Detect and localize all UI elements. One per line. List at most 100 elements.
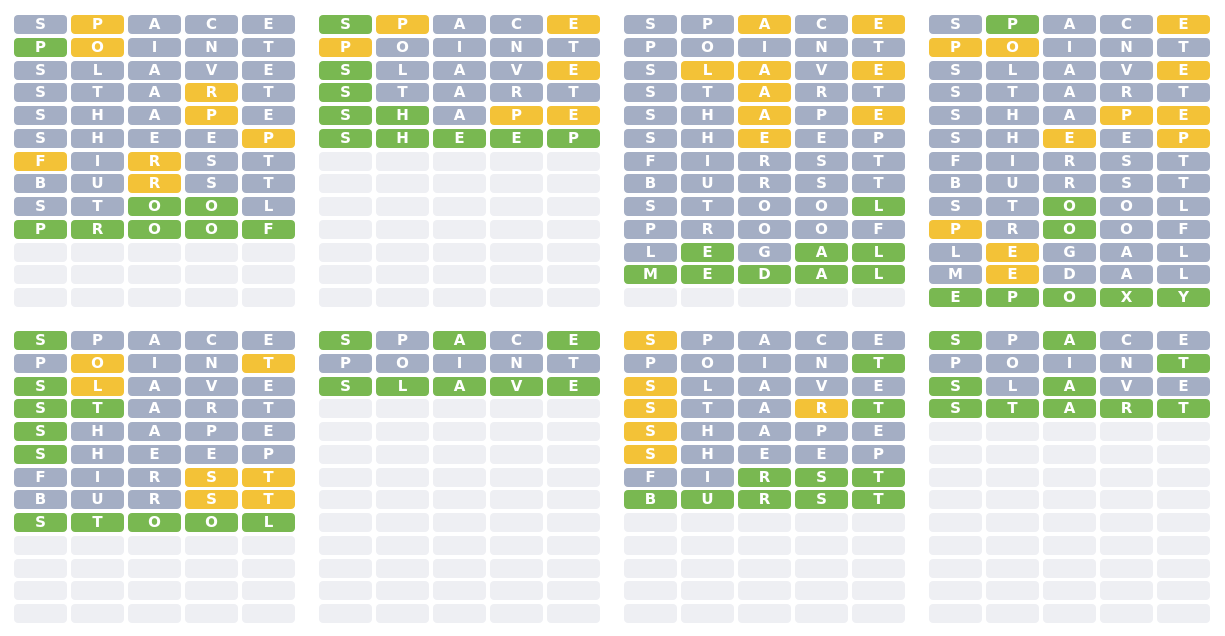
empty-tile	[547, 197, 600, 216]
empty-tile	[433, 288, 486, 307]
letter-tile-absent: A	[433, 15, 486, 34]
empty-tile	[681, 604, 734, 623]
empty-tile	[490, 559, 543, 578]
letter-tile-correct: T	[71, 399, 124, 418]
empty-tile	[433, 581, 486, 600]
letter-tile-present: P	[242, 129, 295, 148]
letter-tile-absent: E	[1157, 331, 1210, 350]
empty-tile	[738, 604, 791, 623]
empty-tile	[242, 559, 295, 578]
empty-tile	[547, 581, 600, 600]
empty-row	[319, 513, 600, 532]
letter-tile-absent: T	[986, 197, 1039, 216]
letter-tile-absent: N	[1100, 38, 1153, 57]
letter-tile-absent: P	[14, 354, 67, 373]
letter-tile-correct: E	[547, 331, 600, 350]
letter-tile-absent: P	[319, 354, 372, 373]
letter-tile-absent: O	[986, 354, 1039, 373]
empty-tile	[929, 536, 982, 555]
empty-tile	[490, 152, 543, 171]
empty-tile	[376, 288, 429, 307]
empty-tile	[490, 513, 543, 532]
letter-tile-absent: I	[986, 152, 1039, 171]
letter-tile-correct: O	[128, 513, 181, 532]
letter-tile-absent: T	[852, 174, 905, 193]
letter-tile-absent: L	[242, 197, 295, 216]
letter-tile-present: E	[852, 106, 905, 125]
empty-tile	[929, 422, 982, 441]
letter-tile-correct: E	[433, 129, 486, 148]
letter-tile-absent: A	[128, 422, 181, 441]
letter-tile-correct: S	[14, 377, 67, 396]
letter-tile-correct: R	[738, 468, 791, 487]
letter-tile-absent: H	[681, 106, 734, 125]
empty-row	[319, 490, 600, 509]
letter-tile-absent: A	[128, 106, 181, 125]
letter-tile-present: E	[1157, 15, 1210, 34]
empty-tile	[547, 174, 600, 193]
empty-tile	[1100, 581, 1153, 600]
letter-tile-absent: L	[376, 61, 429, 80]
letter-tile-absent: C	[795, 15, 848, 34]
letter-tile-present: S	[624, 445, 677, 464]
letter-tile-correct: P	[14, 220, 67, 239]
empty-tile	[624, 604, 677, 623]
letter-tile-correct: O	[128, 197, 181, 216]
letter-tile-absent: R	[795, 83, 848, 102]
letter-tile-correct: T	[1157, 354, 1210, 373]
letter-tile-correct: M	[624, 265, 677, 284]
letter-tile-absent: I	[738, 38, 791, 57]
letter-tile-absent: I	[71, 468, 124, 487]
empty-tile	[986, 422, 1039, 441]
letter-tile-present: R	[795, 399, 848, 418]
letter-tile-correct: O	[1043, 220, 1096, 239]
letter-tile-absent: V	[795, 61, 848, 80]
letter-tile-correct: X	[1100, 288, 1153, 307]
letter-tile-absent: O	[795, 220, 848, 239]
empty-tile	[1043, 490, 1096, 509]
letter-tile-present: E	[986, 243, 1039, 262]
letter-tile-absent: G	[738, 243, 791, 262]
empty-tile	[319, 174, 372, 193]
letter-tile-absent: E	[795, 129, 848, 148]
letter-tile-absent: L	[624, 243, 677, 262]
letter-tile-absent: S	[14, 129, 67, 148]
letter-tile-present: A	[738, 61, 791, 80]
letter-tile-correct: T	[852, 468, 905, 487]
empty-tile	[14, 559, 67, 578]
letter-tile-correct: A	[1043, 331, 1096, 350]
letter-tile-absent: S	[624, 61, 677, 80]
letter-tile-absent: B	[624, 174, 677, 193]
letter-tile-absent: A	[1043, 61, 1096, 80]
letter-tile-correct: A	[1043, 377, 1096, 396]
letter-tile-absent: S	[929, 61, 982, 80]
letter-tile-correct: A	[1043, 399, 1096, 418]
letter-tile-correct: A	[433, 331, 486, 350]
letter-tile-absent: P	[624, 38, 677, 57]
letter-tile-absent: N	[490, 354, 543, 373]
empty-tile	[71, 243, 124, 262]
letter-tile-present: P	[490, 106, 543, 125]
letter-tile-correct: E	[490, 129, 543, 148]
empty-tile	[1157, 559, 1210, 578]
empty-tile	[738, 581, 791, 600]
empty-tile	[433, 399, 486, 418]
letter-tile-absent: A	[1043, 106, 1096, 125]
letter-tile-absent: D	[1043, 265, 1096, 284]
letter-tile-absent: U	[71, 490, 124, 509]
letter-tile-absent: P	[624, 220, 677, 239]
letter-tile-absent: T	[71, 83, 124, 102]
empty-tile	[1100, 468, 1153, 487]
